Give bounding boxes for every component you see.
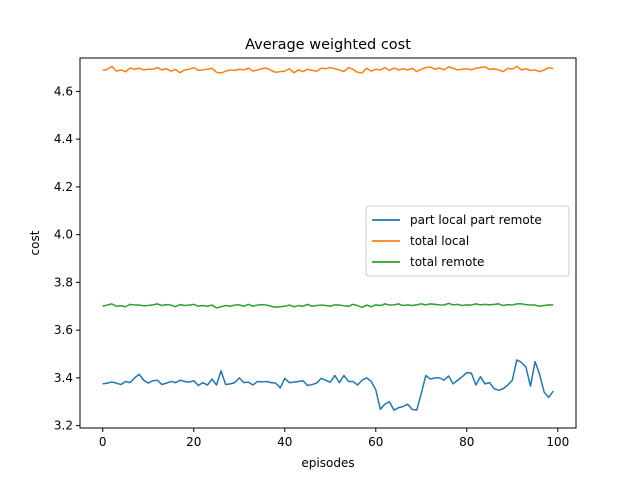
x-tick-label: 80 — [459, 435, 474, 449]
y-tick-label: 3.6 — [54, 323, 73, 337]
x-tick-label: 20 — [186, 435, 201, 449]
chart-title: Average weighted cost — [245, 37, 411, 53]
y-tick-label: 3.8 — [54, 275, 73, 289]
x-tick-label: 100 — [546, 435, 569, 449]
series-line-2 — [102, 302, 554, 309]
series-layer — [102, 65, 554, 411]
legend-box — [365, 205, 570, 277]
x-tick-label: 40 — [277, 435, 292, 449]
x-axis-label: episodes — [301, 456, 354, 470]
legend-label-2: total remote — [410, 255, 484, 269]
y-axis-label: cost — [28, 230, 42, 255]
legend-label-0: part local part remote — [410, 213, 542, 227]
y-tick-label: 3.2 — [54, 419, 73, 433]
x-tick-label: 0 — [99, 435, 107, 449]
legend: part local part remote total local total r… — [365, 205, 570, 277]
legend-label-1: total local — [410, 234, 469, 248]
y-tick-label: 4.0 — [54, 228, 73, 242]
plot-area-frame — [79, 57, 577, 429]
series-line-0 — [102, 359, 554, 411]
x-tick-label: 60 — [368, 435, 383, 449]
y-tick-label: 4.6 — [54, 84, 73, 98]
x-axis-ticks: 0 20 40 60 80 100 — [99, 428, 569, 449]
y-tick-label: 4.4 — [54, 132, 73, 146]
y-tick-label: 4.2 — [54, 180, 73, 194]
y-axis-ticks: 3.2 3.4 3.6 3.8 4.0 4.2 4.4 4.6 — [54, 84, 80, 433]
y-tick-label: 3.4 — [54, 371, 73, 385]
series-line-1 — [102, 65, 554, 74]
